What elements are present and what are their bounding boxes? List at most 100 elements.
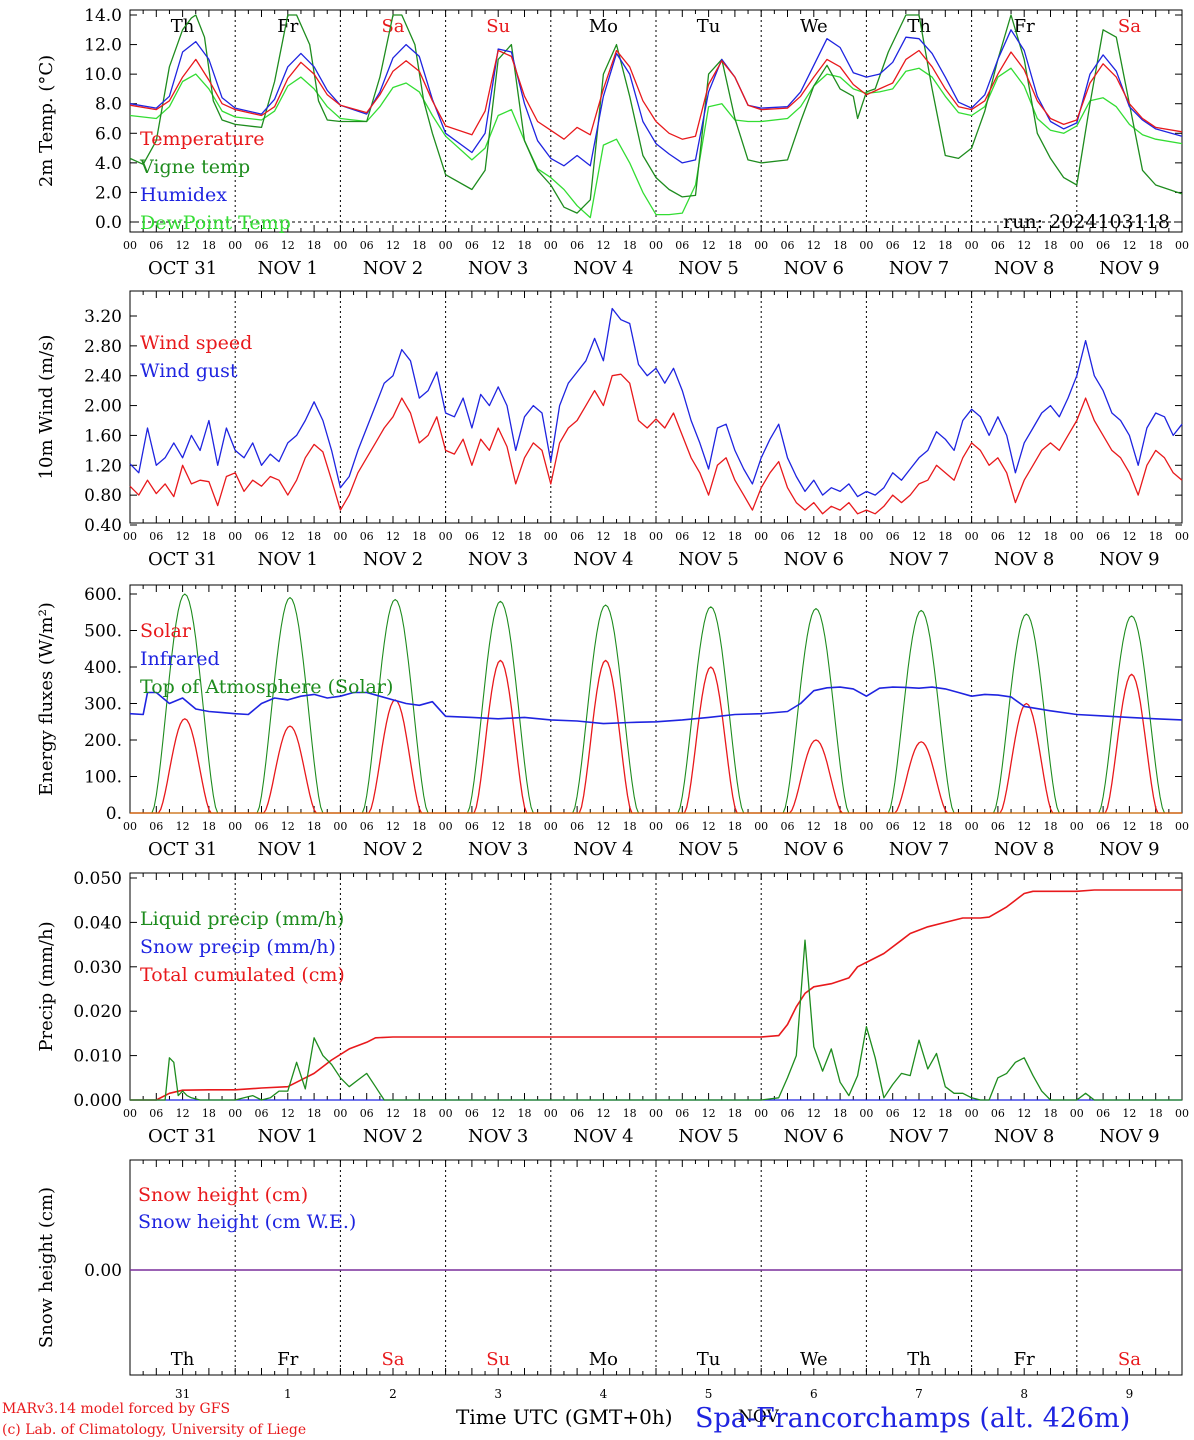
energy-y-tick-label: 500. <box>84 622 122 642</box>
temperature-y-tick-label: 10.0 <box>84 65 122 85</box>
temperature-hour-label: 00 <box>649 239 663 252</box>
temperature-series-temperature <box>129 49 1183 140</box>
temperature-hour-label: 06 <box>886 239 900 252</box>
precip-hour-label: 12 <box>281 1107 295 1120</box>
wind-hour-label: 00 <box>754 530 768 543</box>
energy-series-infrared <box>129 686 1183 725</box>
precip-hour-label: 06 <box>675 1107 689 1120</box>
day-number-label: 5 <box>705 1387 713 1401</box>
precip-hour-label: 12 <box>491 1107 505 1120</box>
energy-hour-label: 12 <box>702 820 716 833</box>
wind-hour-label: 18 <box>728 530 742 543</box>
energy-hour-label: 06 <box>886 820 900 833</box>
precip-legend-entry: Snow precip (mm/h) <box>140 936 336 958</box>
energy-hour-label: 00 <box>965 820 979 833</box>
energy-hour-label: 06 <box>675 820 689 833</box>
wind-date-label: NOV 8 <box>994 549 1054 570</box>
wind-hour-label: 00 <box>1175 530 1189 543</box>
energy-hour-label: 18 <box>412 820 426 833</box>
temperature-hour-label: 00 <box>1070 239 1084 252</box>
temperature-hour-label: 18 <box>728 239 742 252</box>
wind-hour-label: 18 <box>412 530 426 543</box>
energy-hour-label: 00 <box>1070 820 1084 833</box>
temperature-hour-label: 18 <box>623 239 637 252</box>
temperature-date-label: NOV 5 <box>678 258 738 279</box>
wind-hour-label: 18 <box>1044 530 1058 543</box>
precip-series-total-cumulated-cm- <box>130 889 1182 1101</box>
temperature-hour-label: 18 <box>412 239 426 252</box>
day-number-label: 3 <box>494 1387 502 1401</box>
precip-hour-label: 18 <box>202 1107 216 1120</box>
energy-hour-label: 18 <box>307 820 321 833</box>
day-name-label: Th <box>907 1349 931 1370</box>
temperature-hour-label: 12 <box>1017 239 1031 252</box>
temperature-date-label: NOV 7 <box>889 258 949 279</box>
precip-hour-label: 00 <box>859 1107 873 1120</box>
precip-hour-label: 18 <box>728 1107 742 1120</box>
precip-hour-label: 18 <box>623 1107 637 1120</box>
energy-hour-label: 18 <box>1044 820 1058 833</box>
energy-y-tick-label: 0. <box>106 804 122 824</box>
wind-y-tick-label: 3.20 <box>84 307 122 327</box>
day-name-label: Sa <box>1118 1349 1141 1370</box>
precip-hour-label: 12 <box>702 1107 716 1120</box>
wind-hour-label: 00 <box>439 530 453 543</box>
precip-date-label: NOV 4 <box>573 1126 633 1147</box>
energy-hour-label: 12 <box>807 820 821 833</box>
temperature-hour-label: 06 <box>675 239 689 252</box>
precip-legend-entry: Liquid precip (mm/h) <box>140 908 344 930</box>
x-axis-label: Time UTC (GMT+0h) <box>456 1405 673 1429</box>
temperature-panel: 00 06 12 18 00 06 12 18 00 06 12 18 00 06 12 18 00 06 12 18… <box>36 6 1189 279</box>
day-name-label: Th <box>907 16 931 37</box>
wind-hour-label: 18 <box>833 530 847 543</box>
temperature-y-tick-label: 12.0 <box>84 36 122 56</box>
energy-date-label: NOV 5 <box>678 839 738 860</box>
day-name-label: Su <box>486 16 510 37</box>
energy-frame <box>129 584 1183 814</box>
energy-panel: 00 06 12 18 00 06 12 18 00 06 12 18 00 06 12 18 00 06 12 18… <box>36 584 1189 860</box>
temperature-y-tick-label: 6.0 <box>95 124 122 144</box>
wind-y-tick-label: 0.80 <box>84 486 122 506</box>
temperature-y-tick-label: 14.0 <box>84 6 122 26</box>
month-label: NOV <box>738 1407 780 1427</box>
day-number-label: 1 <box>284 1387 292 1401</box>
precip-date-label: NOV 7 <box>889 1126 949 1147</box>
energy-hour-label: 06 <box>149 820 163 833</box>
wind-hour-label: 12 <box>176 530 190 543</box>
station-name: Spa-Francorchamps (alt. 426m) <box>695 1403 1130 1434</box>
precip-hour-label: 12 <box>807 1107 821 1120</box>
temperature-hour-label: 12 <box>807 239 821 252</box>
wind-panel: 00 06 12 18 00 06 12 18 00 06 12 18 00 06 12 18 00 06 12 18… <box>36 290 1189 570</box>
precip-date-label: NOV 3 <box>468 1126 528 1147</box>
energy-legend-entry: Infrared <box>140 648 220 670</box>
wind-hour-label: 12 <box>491 530 505 543</box>
wind-y-tick-label: 2.00 <box>84 397 122 417</box>
wind-date-label: OCT 31 <box>148 549 217 570</box>
wind-y-axis-label: 10m Wind (m/s) <box>36 335 57 480</box>
energy-hour-label: 06 <box>991 820 1005 833</box>
precip-hour-label: 18 <box>833 1107 847 1120</box>
precip-y-tick-label: 0.050 <box>73 869 122 889</box>
energy-hour-label: 00 <box>754 820 768 833</box>
precip-hour-label: 00 <box>123 1107 137 1120</box>
wind-series-wind-speed <box>129 373 1183 515</box>
wind-hour-label: 12 <box>596 530 610 543</box>
wind-hour-label: 12 <box>912 530 926 543</box>
run-annotation: run: 2024103118 <box>1003 211 1170 233</box>
wind-hour-label: 18 <box>623 530 637 543</box>
precip-legend-entry: Total cumulated (cm) <box>140 964 345 986</box>
temperature-hour-label: 00 <box>228 239 242 252</box>
precip-hour-label: 00 <box>754 1107 768 1120</box>
energy-hour-label: 12 <box>386 820 400 833</box>
temperature-hour-label: 06 <box>255 239 269 252</box>
precip-date-label: NOV 5 <box>678 1126 738 1147</box>
energy-date-label: NOV 7 <box>889 839 949 860</box>
temperature-hour-label: 12 <box>702 239 716 252</box>
precip-hour-label: 06 <box>465 1107 479 1120</box>
wind-hour-label: 06 <box>570 530 584 543</box>
wind-y-tick-label: 0.40 <box>84 516 122 536</box>
day-name-label: Tu <box>697 1349 721 1370</box>
temperature-series-vigne-temp <box>129 14 1183 214</box>
energy-date-label: NOV 3 <box>468 839 528 860</box>
precip-hour-label: 00 <box>544 1107 558 1120</box>
